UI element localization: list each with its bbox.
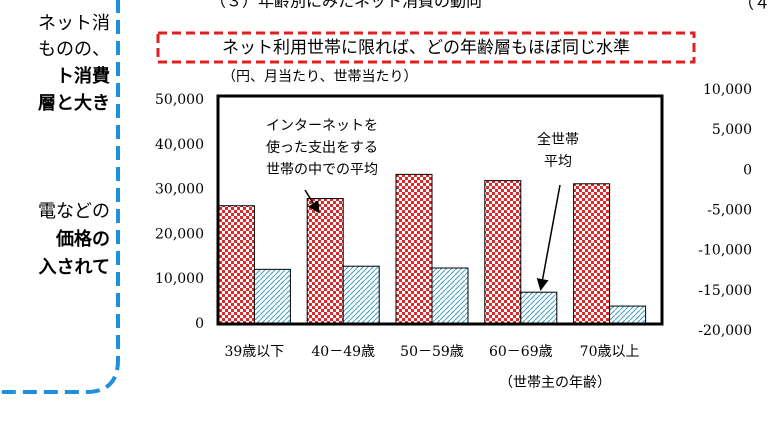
y-tick-label: 50,000 (155, 92, 204, 108)
panel-border (0, 0, 120, 394)
annotation: 平均 (544, 154, 572, 170)
y2-tick-label: 10,000 (703, 82, 752, 98)
annotation-arrow (536, 184, 561, 291)
bar (395, 173, 433, 325)
bar (520, 291, 558, 325)
bar (484, 180, 522, 325)
annotation: 使った支出をする (266, 139, 378, 156)
plot-frame (216, 94, 664, 326)
panel-text: 電などの (38, 201, 110, 222)
bar (217, 205, 255, 325)
y-tick-label: 10,000 (155, 271, 204, 287)
unit-label: （円、月当たり、世帯当たり） (222, 69, 417, 85)
x-tick-label: 39歳以下 (224, 344, 284, 360)
y2-tick-label: -5,000 (707, 203, 752, 219)
annotation-arrow (304, 189, 320, 214)
y2-tick-label: -20,000 (698, 323, 752, 339)
chart-title: （３）年齢別にみたネット消費の動向 (210, 0, 482, 11)
panel-text: ト消費 (56, 65, 110, 87)
y-tick-label: 40,000 (155, 137, 204, 153)
panel-text: 入されて (39, 257, 110, 278)
bar (306, 198, 344, 325)
y-tick-label: 20,000 (155, 226, 204, 242)
annotation: 世帯の中での平均 (266, 162, 378, 178)
bar (609, 305, 647, 325)
y2-tick-label: -10,000 (698, 243, 752, 259)
y2-tick-label: 0 (743, 162, 752, 178)
bar (431, 267, 469, 325)
x-tick-label: 50－59歳 (400, 344, 464, 360)
annotation: インターネットを (266, 118, 378, 134)
panel-text: ものの、 (38, 39, 110, 60)
bar (573, 183, 611, 325)
x-axis-label: （世帯主の年齢） (499, 375, 611, 391)
panel-text: 層と大き (38, 92, 110, 114)
subtitle: ネット利用世帯に限れば、どの年齢層もほぼ同じ水準 (222, 38, 630, 58)
y2-tick-label: 5,000 (712, 122, 752, 138)
panel-text: ネット消 (38, 13, 110, 34)
y-tick-label: 0 (195, 316, 204, 332)
panel-text: 価格の (55, 228, 110, 250)
y2-tick-label: -15,000 (698, 283, 752, 299)
bar (342, 265, 380, 325)
bar (253, 268, 291, 325)
x-tick-label: 70歳以上 (580, 344, 640, 360)
subtitle-box (156, 31, 696, 64)
y-tick-label: 30,000 (155, 182, 204, 198)
next-heading: （４ (738, 0, 770, 13)
x-tick-label: 40－49歳 (311, 344, 375, 360)
annotation: 全世帯 (537, 131, 579, 148)
x-tick-label: 60－69歳 (489, 344, 553, 360)
